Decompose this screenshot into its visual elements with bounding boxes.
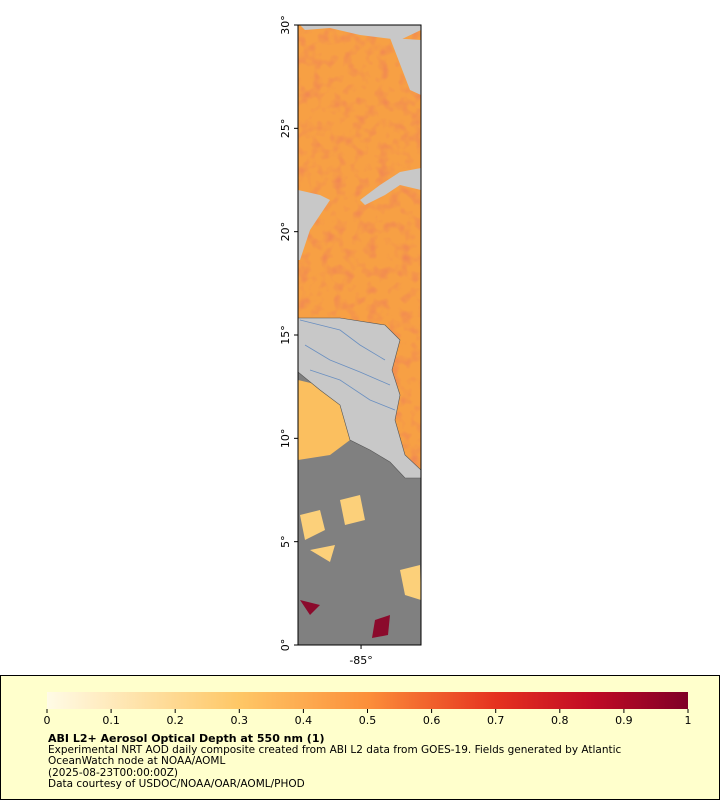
map-image xyxy=(298,25,421,645)
colorbar-tick-label: 0.2 xyxy=(166,714,184,727)
land xyxy=(360,168,421,205)
colorbar-tick-label: 0.8 xyxy=(551,714,569,727)
aerosol-detail xyxy=(298,25,421,470)
lat-tick-label: 25° xyxy=(279,119,292,139)
colorbar-tick-label: 0.7 xyxy=(487,714,505,727)
rivers xyxy=(299,319,396,411)
caption-line: (2025-08-23T00:00:00Z) xyxy=(48,767,178,779)
colorbar xyxy=(47,692,688,709)
lat-tick-label: 5° xyxy=(279,535,292,548)
aerosol-field xyxy=(300,600,390,638)
lat-tick-label: 30° xyxy=(279,15,292,35)
lat-tick-label: 20° xyxy=(279,222,292,242)
colorbar-tick-label: 0.9 xyxy=(615,714,633,727)
land xyxy=(300,25,421,95)
aerosol-field xyxy=(300,495,421,600)
colorbar-tick-label: 0.1 xyxy=(102,714,120,727)
colorbar-tick-label: 0.5 xyxy=(359,714,377,727)
colorbar-tick-label: 0.6 xyxy=(423,714,441,727)
caption-line: Experimental NRT AOD daily composite cre… xyxy=(48,744,622,756)
colorbar-tick-label: 0.3 xyxy=(231,714,249,727)
land xyxy=(298,190,330,260)
colorbar-tick-label: 0 xyxy=(44,714,51,727)
lat-tick-label: 10° xyxy=(279,429,292,449)
caption-title: ABI L2+ Aerosol Optical Depth at 550 nm … xyxy=(48,732,325,745)
lat-tick-label: 0° xyxy=(279,639,292,652)
caption-line: OceanWatch node at NOAA/AOML xyxy=(48,755,225,767)
land xyxy=(298,317,421,479)
colorbar-tick-label: 0.4 xyxy=(295,714,313,727)
caption-line: Data courtesy of USDOC/NOAA/OAR/AOML/PHO… xyxy=(48,778,305,790)
lat-tick-label: 15° xyxy=(279,325,292,345)
lon-tick-label: -85° xyxy=(349,654,372,667)
colorbar-tick-label: 1 xyxy=(685,714,692,727)
